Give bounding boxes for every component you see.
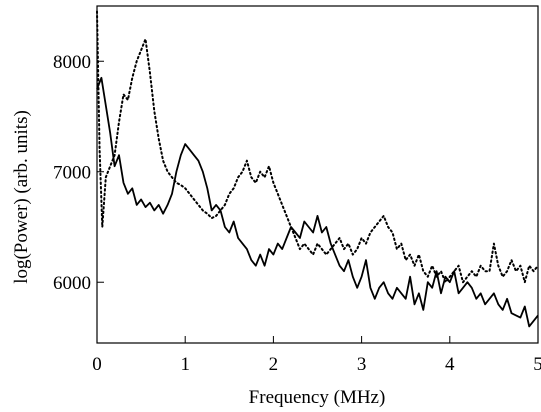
series-layer bbox=[96, 10, 539, 328]
ticks-layer: 0 1 2 3 4 5 6000 7000 8000 bbox=[53, 52, 541, 375]
x-tick-label: 0 bbox=[92, 354, 102, 375]
x-tick-label: 4 bbox=[445, 354, 455, 375]
y-axis-label: log(Power) (arb. units) bbox=[11, 110, 32, 284]
plot-area-border bbox=[96, 5, 539, 344]
y-tick-label: 8000 bbox=[53, 52, 91, 73]
y-tick-label: 6000 bbox=[53, 273, 91, 294]
x-tick-label: 2 bbox=[269, 354, 279, 375]
plot-frame bbox=[96, 5, 539, 344]
x-tick-label: 1 bbox=[180, 354, 190, 375]
y-tick-label: 7000 bbox=[53, 163, 91, 184]
solid-series-line bbox=[96, 76, 539, 328]
x-axis-label: Frequency (MHz) bbox=[249, 387, 386, 408]
dotted-series-line bbox=[96, 10, 539, 284]
x-tick-label: 5 bbox=[533, 354, 541, 375]
x-tick-label: 3 bbox=[357, 354, 367, 375]
